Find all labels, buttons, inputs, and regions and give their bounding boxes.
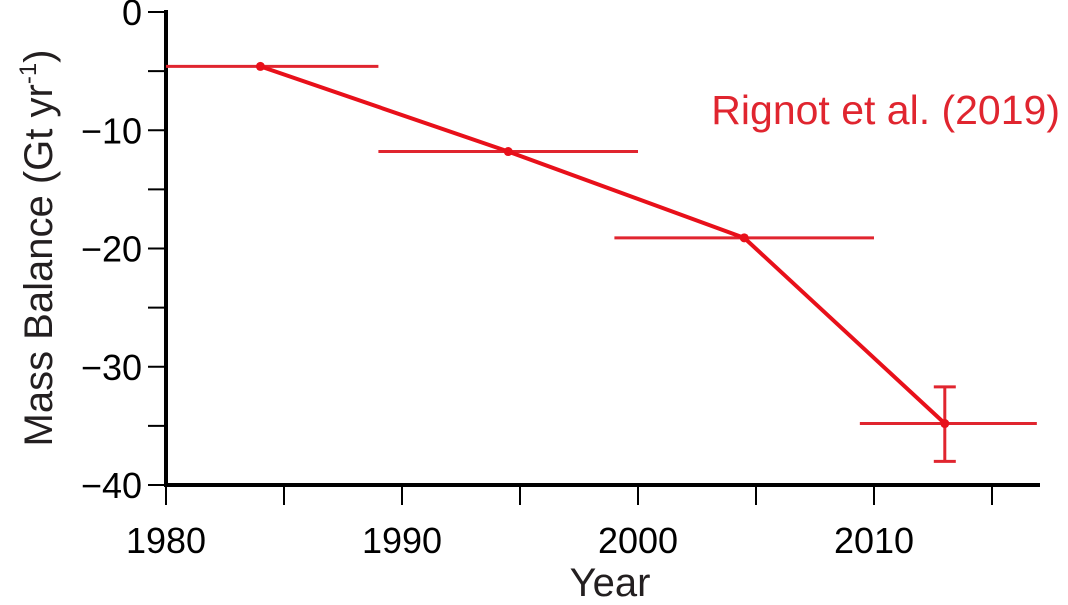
data-point [255,61,265,71]
series-line [259,64,947,425]
x-tick-label: 1980 [126,520,206,561]
y-tick-label: −20 [81,229,142,270]
x-axis-label: Year [570,561,651,600]
x-tick-label: 2000 [598,520,678,561]
data-point [739,233,749,243]
y-axis-label-superscript: -1 [15,63,42,84]
y-axis-label-main: Mass Balance (Gt yr [17,84,61,446]
y-tick-label: −10 [81,110,142,151]
y-tick-label: −30 [81,347,142,388]
data-point [503,147,513,157]
x-tick-label: 1990 [362,520,442,561]
y-axis-label: Mass Balance (Gt yr-1) [15,50,61,447]
y-axis-label-close: ) [17,50,61,63]
series-marks [166,61,1037,463]
x-tick-label: 2010 [834,520,914,561]
series-annotation: Rignot et al. (2019) [711,87,1060,133]
y-tick-label: 0 [122,0,142,33]
y-tick-label: −40 [81,465,142,506]
axes: 0 −10 −20 −30 −40 1980 1990 2000 2010 [81,0,1040,561]
data-point [940,419,950,429]
